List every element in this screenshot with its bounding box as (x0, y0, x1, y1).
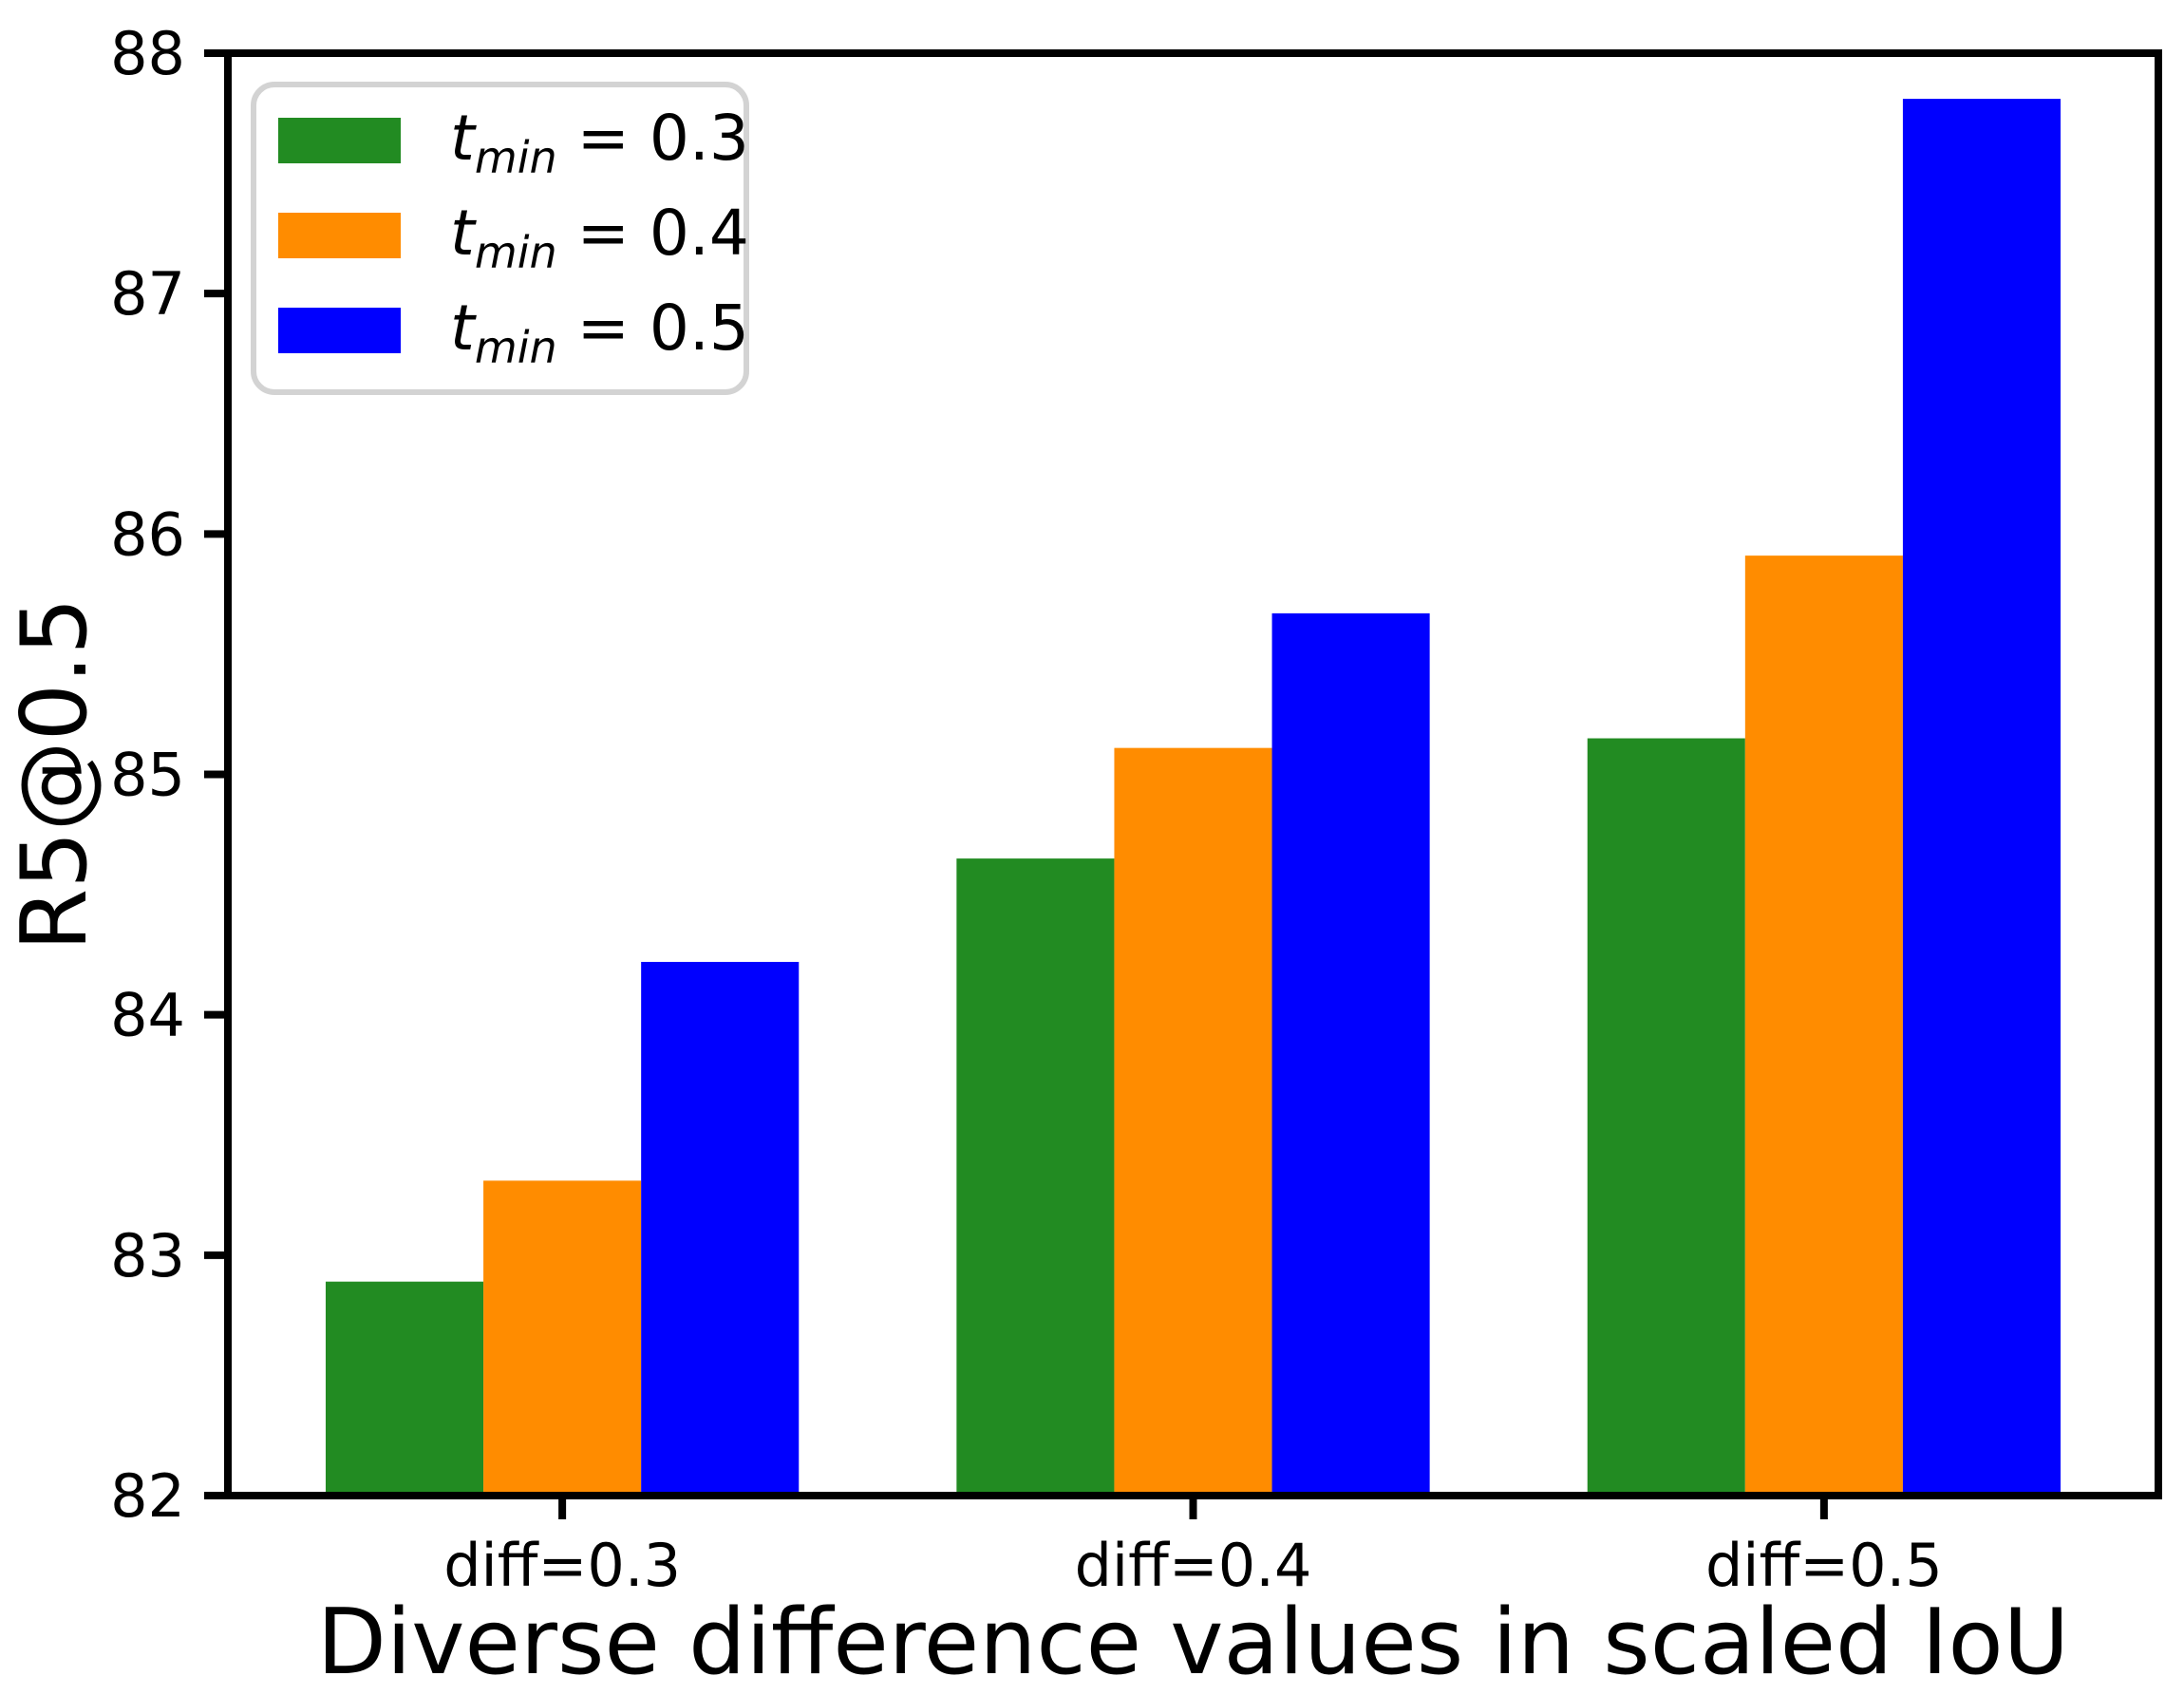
bar-diff=0.4-series2 (1271, 612, 1430, 1496)
x-tick-label: diff=0.5 (1705, 1531, 1943, 1600)
y-tick-label: 85 (110, 741, 185, 810)
bar-diff=0.5-series0 (1587, 738, 1745, 1496)
bar-diff=0.3-series2 (641, 961, 800, 1496)
bar-diff=0.3-series0 (325, 1281, 484, 1496)
x-axis-label: Diverse difference values in scaled IoU (317, 1591, 2069, 1695)
bar-diff=0.5-series1 (1744, 556, 1903, 1496)
legend-label-series1: tmin = 0.4 (450, 197, 749, 278)
legend-swatch-series0 (278, 118, 401, 163)
y-tick-label: 87 (110, 259, 185, 329)
bar-diff=0.5-series2 (1902, 99, 2062, 1496)
legend-swatch-series2 (278, 308, 401, 353)
bar-diff=0.3-series1 (483, 1180, 642, 1496)
y-tick-label: 86 (110, 499, 185, 569)
bar-diff=0.4-series1 (1114, 747, 1272, 1496)
y-tick-label: 88 (110, 19, 185, 88)
legend: tmin = 0.3 tmin = 0.4 tmin = 0.5 (278, 102, 749, 373)
legend-label-series0: tmin = 0.3 (450, 102, 749, 183)
y-axis-label: R5@0.5 (3, 597, 107, 951)
legend-label-series2: tmin = 0.5 (450, 292, 749, 373)
y-tick-label: 83 (110, 1221, 185, 1290)
bar-diff=0.4-series0 (956, 858, 1115, 1496)
y-tick-label: 84 (110, 981, 185, 1050)
x-tick-label: diff=0.3 (443, 1531, 681, 1600)
y-tick-label: 82 (110, 1461, 185, 1531)
x-tick-label: diff=0.4 (1075, 1531, 1312, 1600)
legend-swatch-series1 (278, 213, 401, 258)
